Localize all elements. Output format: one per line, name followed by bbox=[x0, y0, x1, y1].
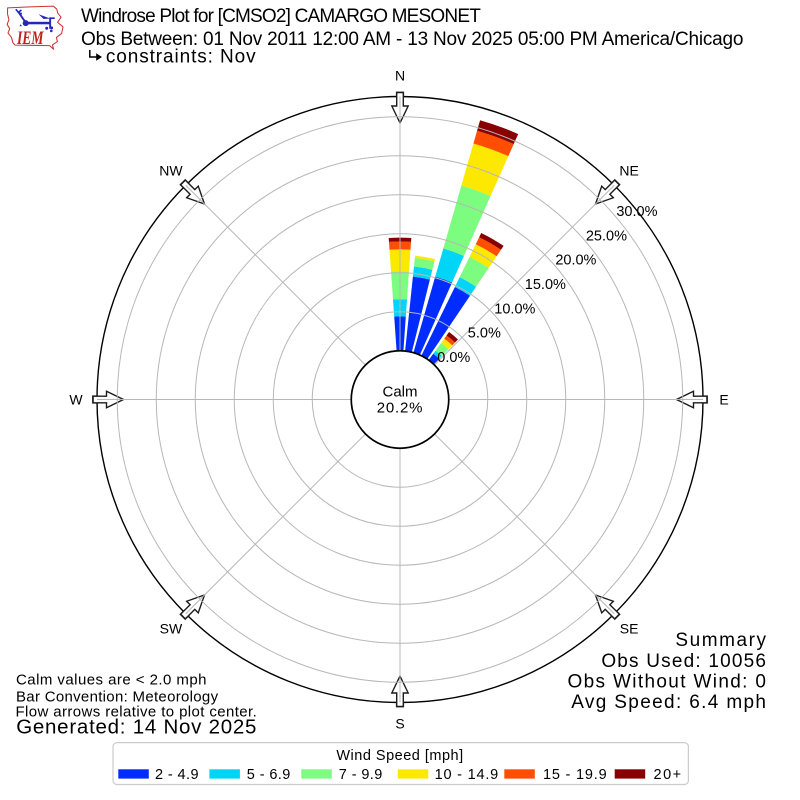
svg-text:Windrose Plot for [CMSO2] CAMA: Windrose Plot for [CMSO2] CAMARGO MESONE… bbox=[81, 6, 481, 27]
svg-text:IEM: IEM bbox=[16, 28, 44, 49]
svg-text:20+: 20+ bbox=[654, 767, 683, 783]
svg-text:constraints: Nov: constraints: Nov bbox=[106, 47, 257, 68]
svg-text:Calm: Calm bbox=[382, 384, 417, 401]
svg-text:20.2%: 20.2% bbox=[377, 399, 424, 416]
svg-text:Calm values are < 2.0 mph: Calm values are < 2.0 mph bbox=[16, 672, 207, 689]
svg-text:SE: SE bbox=[620, 621, 639, 637]
svg-text:Obs Used: 10056: Obs Used: 10056 bbox=[601, 651, 767, 672]
svg-text:N: N bbox=[395, 67, 405, 83]
svg-text:5 - 6.9: 5 - 6.9 bbox=[247, 767, 291, 783]
svg-text:15 - 19.9: 15 - 19.9 bbox=[543, 767, 607, 783]
svg-text:7 - 9.9: 7 - 9.9 bbox=[339, 767, 383, 783]
svg-text:5.0%: 5.0% bbox=[468, 326, 501, 342]
svg-text:SW: SW bbox=[160, 621, 183, 637]
svg-text:NE: NE bbox=[619, 162, 638, 178]
svg-text:Obs Without Wind: 0: Obs Without Wind: 0 bbox=[567, 672, 767, 693]
svg-text:15.0%: 15.0% bbox=[525, 277, 566, 293]
svg-text:Avg Speed: 6.4 mph: Avg Speed: 6.4 mph bbox=[571, 692, 767, 713]
svg-text:S: S bbox=[395, 715, 404, 731]
svg-text:25.0%: 25.0% bbox=[586, 228, 627, 244]
svg-text:20.0%: 20.0% bbox=[555, 253, 596, 269]
svg-text:Generated: 14 Nov 2025: Generated: 14 Nov 2025 bbox=[16, 716, 257, 739]
svg-text:2 - 4.9: 2 - 4.9 bbox=[155, 767, 199, 783]
svg-text:0.0%: 0.0% bbox=[437, 350, 470, 366]
svg-text:Wind Speed [mph]: Wind Speed [mph] bbox=[336, 748, 463, 764]
svg-text:E: E bbox=[719, 391, 728, 407]
svg-text:Obs Between: 01 Nov 2011 12:00: Obs Between: 01 Nov 2011 12:00 AM - 13 N… bbox=[81, 29, 743, 50]
svg-text:10.0%: 10.0% bbox=[494, 301, 535, 317]
svg-text:Flow arrows relative to plot c: Flow arrows relative to plot center. bbox=[16, 704, 258, 721]
svg-text:10 - 14.9: 10 - 14.9 bbox=[435, 767, 499, 783]
svg-text:NW: NW bbox=[159, 162, 183, 178]
svg-text:Bar Convention: Meteorology: Bar Convention: Meteorology bbox=[16, 689, 219, 706]
svg-text:Summary: Summary bbox=[675, 630, 767, 651]
svg-text:30.0%: 30.0% bbox=[616, 204, 657, 220]
svg-text:W: W bbox=[69, 391, 83, 407]
